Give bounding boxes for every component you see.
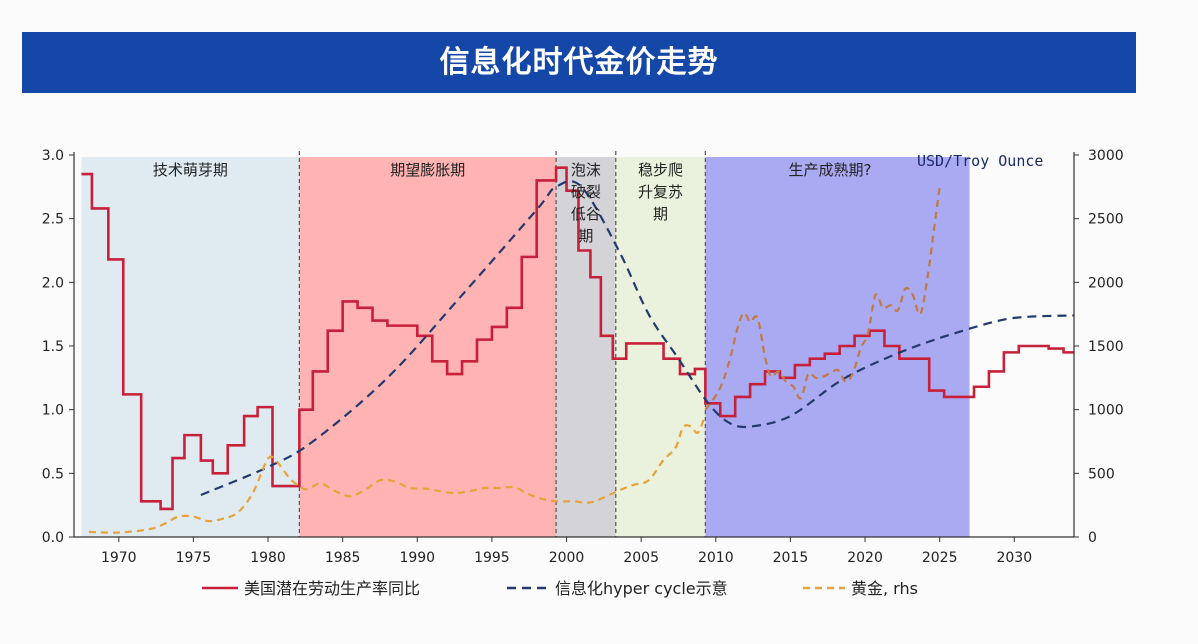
y-left-tick-label: 0.5	[42, 466, 64, 482]
legend-label-2: 信息化hyper cycle示意	[555, 579, 728, 598]
x-tick-label: 1970	[101, 550, 137, 566]
y-left-tick-label: 2.0	[42, 275, 64, 291]
x-tick-label: 2010	[698, 550, 734, 566]
y-left-tick-label: 1.0	[42, 403, 64, 419]
series-line-4	[704, 186, 941, 411]
series-line-3	[88, 414, 707, 534]
unit-label: USD/Troy Ounce	[917, 152, 1043, 170]
region-label-5: 生产成熟期?	[789, 161, 872, 179]
x-tick-label: 2015	[773, 550, 809, 566]
legend-label-3: 黄金, rhs	[851, 579, 918, 598]
region-labels: 技术萌芽期 期望膨胀期 泡沫破裂低谷期 稳步爬升复苏期 生产成熟期?	[153, 161, 872, 245]
y-right-tick-label: 3000	[1088, 148, 1124, 164]
x-tick-label: 1975	[176, 550, 212, 566]
region-label-3: 泡沫破裂低谷期	[571, 161, 601, 245]
x-tick-label: 1995	[474, 550, 510, 566]
page-title: 信息化时代金价走势	[439, 45, 719, 80]
period-dividers	[298, 151, 706, 537]
region-5	[705, 157, 970, 537]
y-right-tick-label: 1500	[1088, 339, 1124, 355]
region-label-4: 稳步爬升复苏期	[638, 161, 683, 223]
x-tick-label: 2005	[623, 550, 659, 566]
y-left-tick-label: 1.5	[42, 339, 64, 355]
region-label-1: 技术萌芽期	[153, 161, 228, 179]
y-right-tick-label: 2000	[1088, 275, 1124, 291]
region-4	[615, 157, 706, 537]
series-line-1	[81, 166, 1074, 511]
chart-series	[81, 166, 1075, 534]
region-2	[299, 157, 557, 537]
legend-label-1: 美国潜在劳动生产率同比	[244, 579, 420, 598]
region-3	[556, 157, 616, 537]
x-tick-label: 2020	[847, 550, 883, 566]
x-tick-label: 2000	[549, 550, 585, 566]
x-tick-label: 1990	[399, 550, 435, 566]
legend: 美国潜在劳动生产率同比 信息化hyper cycle示意 黄金, rhs	[202, 579, 918, 598]
y-right-tick-label: 500	[1088, 466, 1115, 482]
title-bar: 信息化时代金价走势	[22, 32, 1136, 93]
x-tick-label: 2030	[996, 550, 1032, 566]
y-left-tick-label: 0.0	[42, 530, 64, 546]
y-right-tick-label: 2500	[1088, 212, 1124, 228]
region-label-2: 期望膨胀期	[390, 161, 465, 179]
background-regions	[81, 157, 970, 537]
y-left-tick-label: 2.5	[42, 212, 64, 228]
chart-axes: 0.0 0.5 1.0 1.5 2.0 2.5 3.0 0 500 1000 1500 2000 250…	[42, 148, 1124, 566]
x-tick-label: 1985	[325, 550, 361, 566]
y-left-tick-label: 3.0	[42, 148, 64, 164]
region-1	[81, 157, 300, 537]
x-tick-label: 1980	[250, 550, 286, 566]
y-right-tick-label: 1000	[1088, 403, 1124, 419]
x-tick-label: 2025	[922, 550, 958, 566]
y-right-tick-label: 0	[1088, 530, 1097, 546]
